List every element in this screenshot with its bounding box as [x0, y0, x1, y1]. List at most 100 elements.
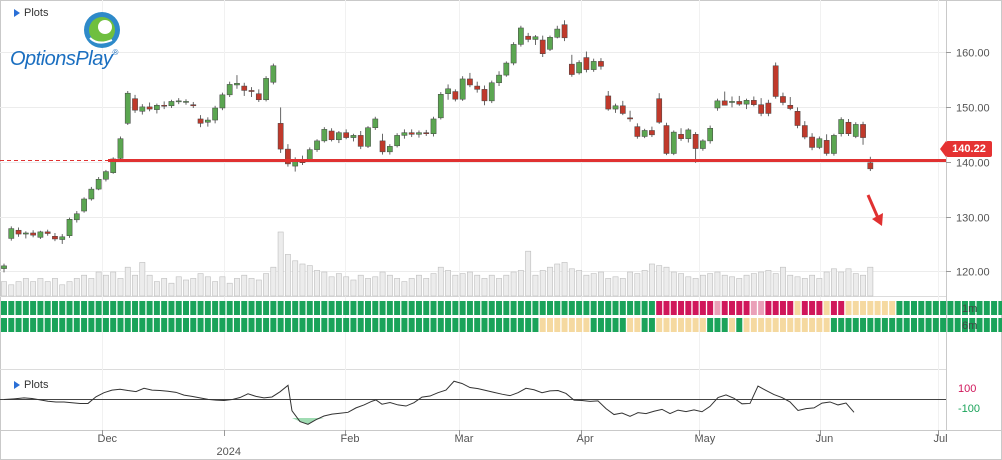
signal-cell — [226, 301, 233, 315]
time-axis-label: 2024 — [217, 446, 241, 458]
signal-cell — [801, 318, 808, 332]
volume-bar — [117, 278, 124, 297]
signal-cell — [721, 301, 728, 315]
signal-cell — [488, 318, 495, 332]
plots-label: Plots — [24, 7, 49, 19]
volume-bar — [743, 274, 750, 297]
signal-cell — [743, 318, 750, 332]
candle-body — [95, 178, 102, 190]
signal-cell — [51, 301, 58, 315]
signal-cell — [496, 301, 503, 315]
signal-cell — [656, 318, 663, 332]
volume-bar — [357, 274, 364, 297]
candle-body — [692, 134, 699, 149]
volume-bar — [132, 274, 138, 297]
signal-cell — [881, 301, 888, 315]
candle-body — [707, 128, 714, 142]
signal-cell — [102, 301, 109, 315]
signal-cell — [750, 301, 757, 315]
plots-toggle-bottom[interactable]: Plots — [14, 379, 48, 391]
signal-cell — [139, 301, 146, 315]
signal-cell — [852, 318, 859, 332]
candle-body — [66, 219, 73, 236]
candle-body — [474, 85, 481, 90]
signal-cell — [37, 318, 44, 332]
volume-bar — [52, 278, 58, 297]
signal-cell — [335, 318, 342, 332]
candle-body — [772, 65, 779, 97]
candle-body — [525, 35, 532, 40]
signal-cell — [590, 318, 597, 332]
signal-cell — [481, 301, 488, 315]
candle-body — [263, 78, 269, 101]
volume-bar — [823, 271, 830, 297]
price-axis-label: 140.00 — [956, 158, 990, 170]
signal-cell — [153, 318, 160, 332]
candle-body — [787, 104, 794, 109]
down-arrow-icon — [866, 194, 883, 226]
candle-body — [496, 74, 502, 84]
candle-body — [103, 171, 109, 180]
signal-cell — [976, 301, 983, 315]
candle-body — [860, 124, 866, 138]
signal-cell — [73, 318, 80, 332]
signal-cell — [379, 301, 386, 315]
signal-cell — [423, 318, 430, 332]
signal-cell — [394, 318, 401, 332]
signal-cell — [124, 318, 131, 332]
volume-bar — [467, 271, 473, 297]
candle-body — [467, 78, 473, 86]
volume-bar — [452, 274, 459, 297]
signal-cell — [510, 301, 517, 315]
signal-cell — [860, 301, 867, 315]
volume-bar — [663, 266, 670, 297]
volume-bar — [481, 278, 488, 297]
signal-cell — [969, 301, 976, 315]
signal-cell — [510, 318, 517, 332]
signal-cell — [779, 318, 786, 332]
candle-body — [175, 100, 182, 103]
volume-bar — [510, 271, 517, 297]
signal-cell — [729, 301, 735, 315]
signal-cell — [583, 301, 590, 315]
signal-cell — [102, 318, 109, 332]
candle-body — [8, 228, 15, 239]
candle-body — [583, 57, 590, 70]
signal-cell — [132, 318, 139, 332]
signal-cell — [306, 318, 313, 332]
volume-bar — [801, 278, 808, 297]
signal-cell — [896, 301, 903, 315]
signal-cell — [918, 318, 925, 332]
volume-bar — [539, 270, 546, 297]
signal-cell — [452, 301, 459, 315]
signal-cell — [867, 301, 874, 315]
signal-cell — [517, 301, 524, 315]
candle-body — [277, 123, 284, 150]
signal-cell — [736, 318, 743, 332]
candle-body — [44, 231, 51, 234]
signal-cell — [983, 301, 990, 315]
signal-cell — [772, 301, 779, 315]
signal-cell — [539, 301, 546, 315]
logo-registered-mark: ® — [112, 48, 118, 57]
signal-cell — [466, 301, 473, 315]
signal-cell — [525, 318, 532, 332]
candle-body — [612, 105, 619, 110]
signal-cell — [401, 301, 408, 315]
price-axis-label: 130.00 — [956, 213, 990, 225]
signal-cell — [204, 301, 211, 315]
volume-bar — [503, 274, 510, 297]
candle-body — [801, 125, 808, 138]
volume-bar — [183, 279, 189, 297]
plots-toggle-top[interactable]: Plots — [14, 7, 48, 19]
volume-bar — [306, 265, 313, 297]
signal-cell — [81, 318, 88, 332]
signal-cell — [357, 301, 364, 315]
signal-cell — [66, 318, 73, 332]
candle-body — [678, 134, 684, 139]
candle-body — [576, 62, 582, 74]
signal-cell — [532, 318, 539, 332]
candle-body — [365, 127, 371, 147]
volume-bar — [292, 260, 299, 297]
